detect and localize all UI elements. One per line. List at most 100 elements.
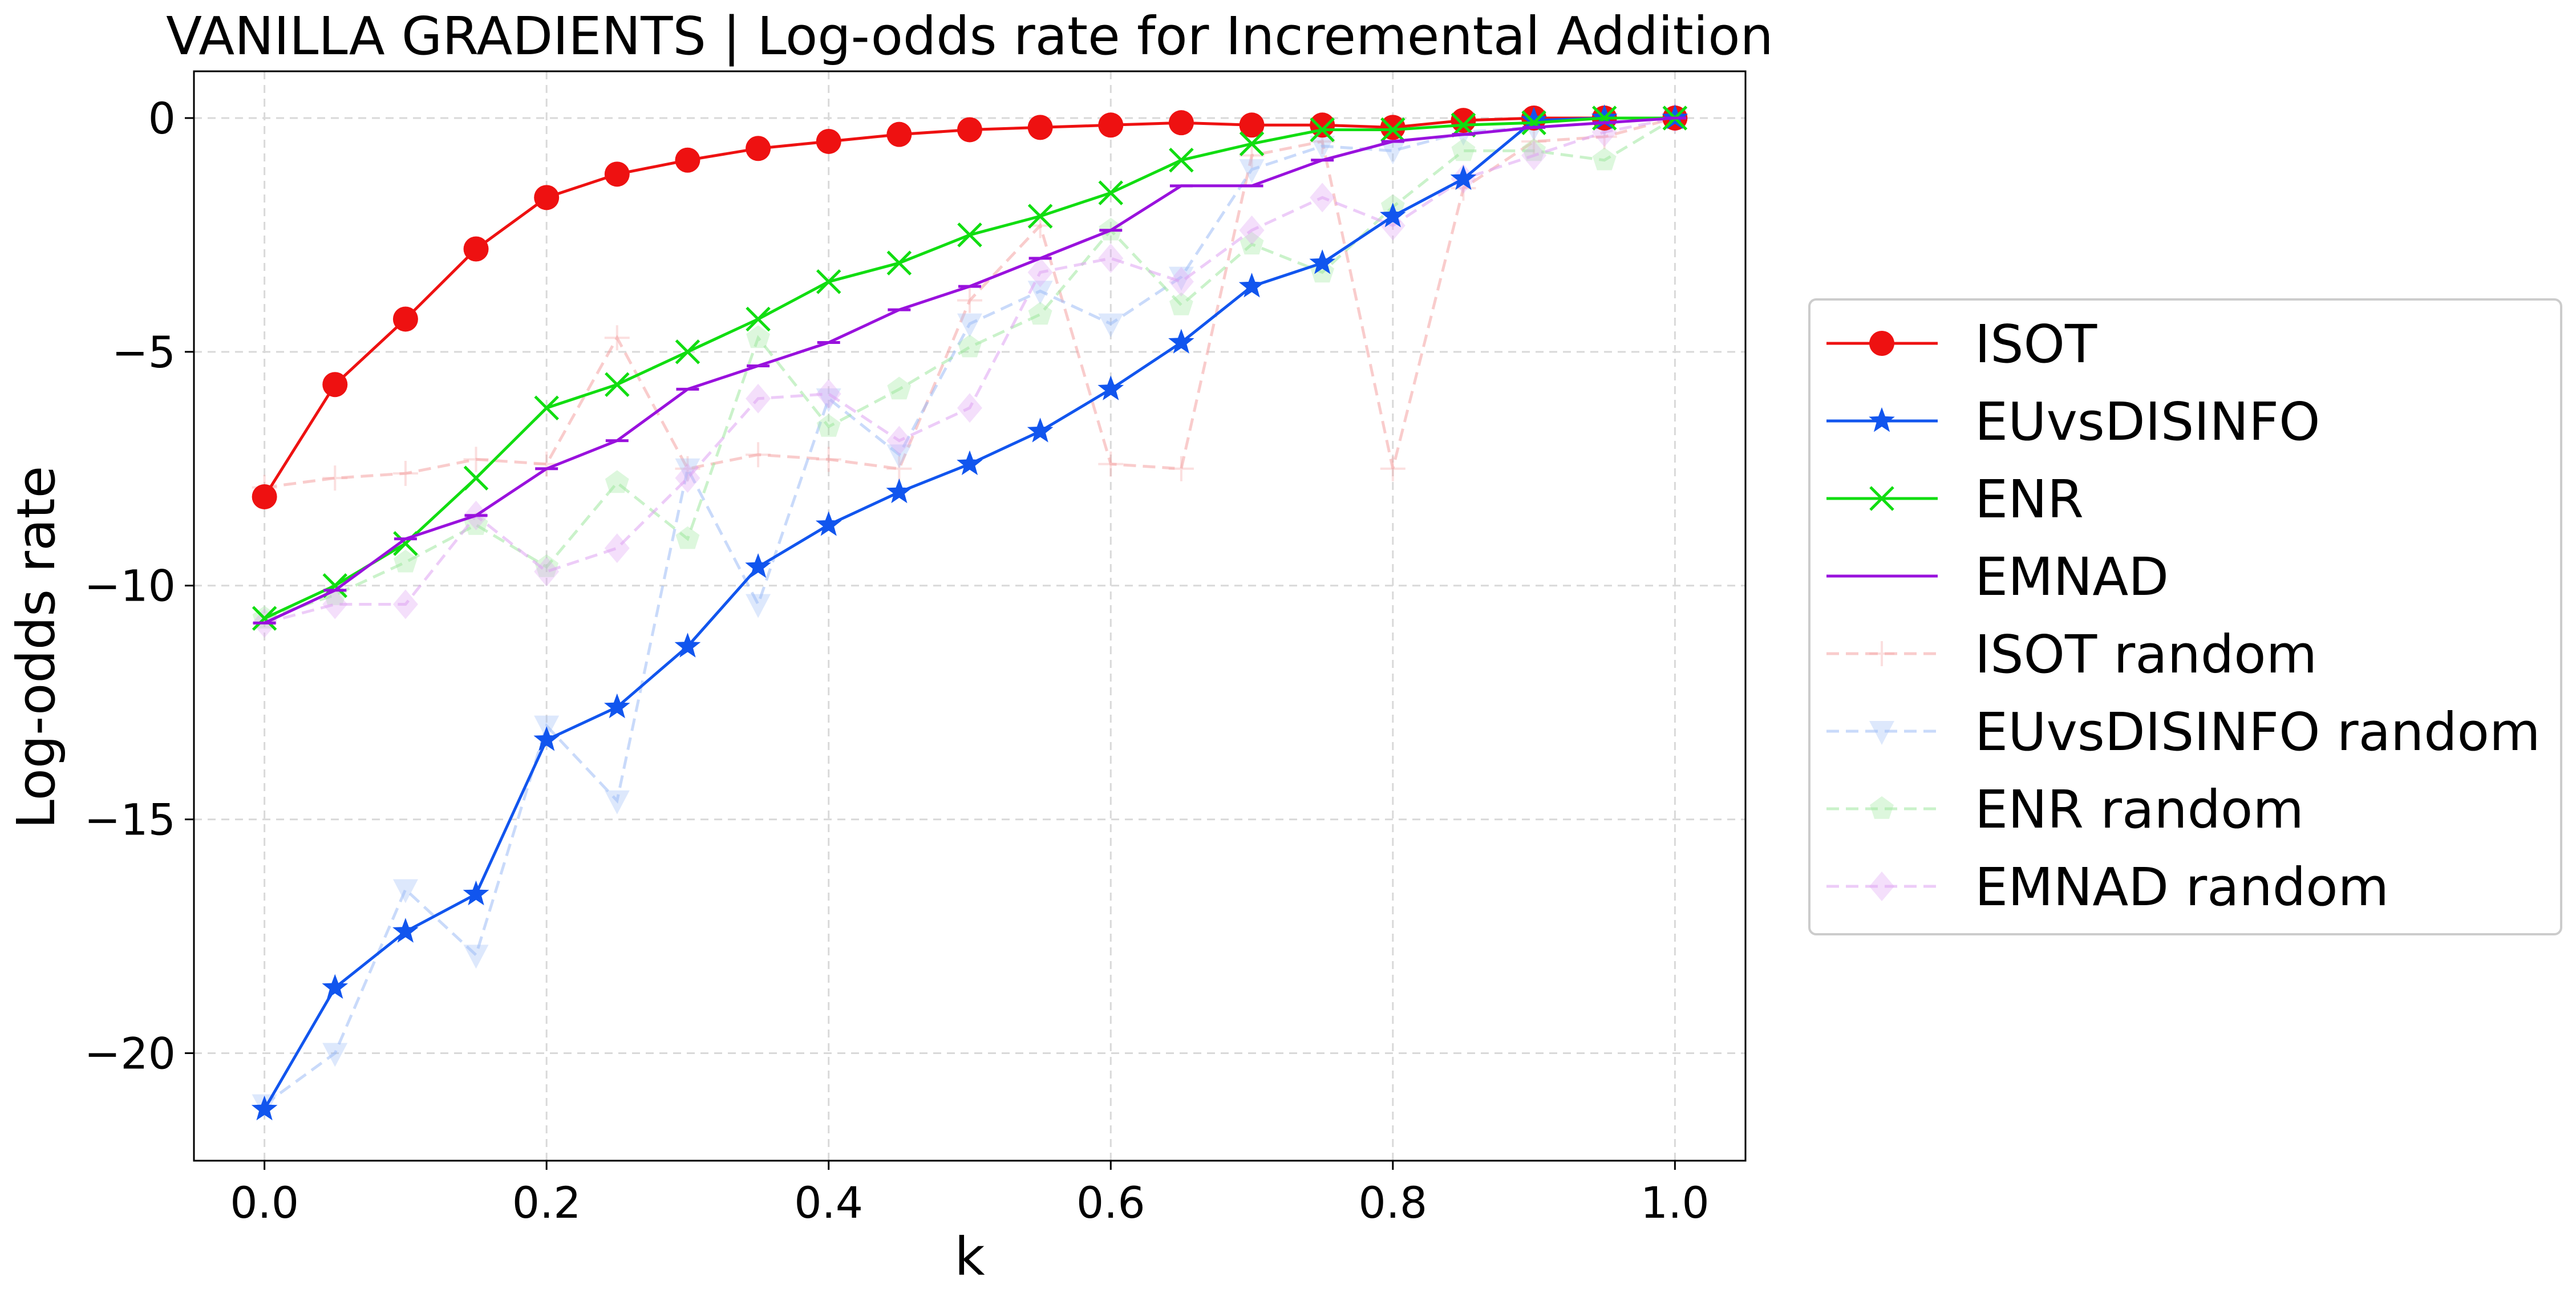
enr-marker <box>1521 110 1546 135</box>
isot-marker <box>604 161 630 187</box>
enr-random-marker <box>887 376 912 400</box>
enr-random-marker <box>675 526 700 549</box>
enr-random-marker <box>1592 147 1617 171</box>
euvsdisinfo-marker <box>1380 202 1406 228</box>
enr-marker <box>957 222 982 248</box>
x-axis-label: k <box>954 1226 985 1287</box>
x-tick-label: 0.0 <box>230 1177 299 1228</box>
y-tick-label: −10 <box>84 561 176 611</box>
emnad-random-marker <box>1380 210 1406 241</box>
series-enr-random <box>252 106 1687 629</box>
enr-marker <box>886 250 912 275</box>
enr-marker <box>463 465 489 491</box>
euvsdisinfo-marker <box>533 726 560 751</box>
euvsdisinfo-marker <box>674 633 701 658</box>
legend-label-euvsdisinfo: EUvsDISINFO <box>1975 391 2320 452</box>
euvsdisinfo-marker <box>1521 107 1547 132</box>
enr-random-line <box>264 116 1676 620</box>
emnad-random-marker <box>1239 215 1265 245</box>
emnad-random-marker <box>957 393 982 423</box>
isot-marker <box>746 136 771 161</box>
legend-entry-isot: ISOT <box>1826 314 2097 375</box>
isot-marker <box>322 372 348 398</box>
chart-title: VANILLA GRADIENTS | Log-odds rate for In… <box>166 6 1773 67</box>
legend-entry-emnad: EMNAD <box>1826 546 2169 607</box>
enr-random-marker <box>605 470 629 493</box>
enr-marker <box>1591 106 1617 131</box>
euvsdisinfo-random-marker <box>1380 140 1406 165</box>
enr-marker <box>816 269 841 294</box>
euvsdisinfo-marker <box>745 553 771 578</box>
grid-layer <box>194 71 1745 1161</box>
enr-marker <box>605 372 630 397</box>
enr-random-marker <box>1169 292 1193 315</box>
x-tick-label: 0.2 <box>512 1177 581 1228</box>
enr-marker <box>1239 131 1265 156</box>
y-tick-label: 0 <box>148 93 176 144</box>
emnad-random-marker <box>604 533 630 564</box>
isot-marker <box>1168 110 1194 136</box>
enr-marker <box>746 306 771 332</box>
euvsdisinfo-random-marker <box>675 458 700 483</box>
euvsdisinfo-marker <box>815 511 842 536</box>
euvsdisinfo-random-marker <box>957 313 982 338</box>
isot-random-marker <box>1168 456 1194 481</box>
enr-random-marker <box>958 334 982 358</box>
isot-random-marker <box>1239 143 1265 168</box>
euvsdisinfo-random-marker <box>392 879 418 903</box>
legend-isot-random-marker <box>1869 641 1894 666</box>
enr-random-marker <box>1522 138 1546 161</box>
isot-random-marker <box>957 287 982 313</box>
euvsdisinfo-marker <box>1097 375 1124 400</box>
emnad-random-marker <box>392 589 418 619</box>
enr-marker <box>1098 180 1124 205</box>
euvsdisinfo-random-marker <box>1239 159 1265 184</box>
legend-isot-marker <box>1869 331 1894 356</box>
euvsdisinfo-marker <box>604 693 630 719</box>
isot-marker <box>886 121 912 147</box>
series-isot-random <box>252 105 1688 500</box>
isot-marker <box>1310 112 1335 138</box>
legend-label-isot: ISOT <box>1975 314 2097 375</box>
enr-random-marker <box>816 414 841 437</box>
enr-marker <box>1380 117 1406 143</box>
euvsdisinfo-random-marker <box>322 1043 348 1067</box>
isot-marker <box>675 147 700 173</box>
legend: ISOT EUvsDISINFO ENR EMNAD ISOT random EUvsDI… <box>1808 298 2562 935</box>
x-tick-label: 0.4 <box>794 1177 863 1228</box>
legend-enr-marker <box>1869 486 1894 511</box>
emnad-random-marker <box>746 383 771 414</box>
legend-entry-enr-random: ENR random <box>1826 779 2304 840</box>
isot-marker <box>1380 115 1406 140</box>
isot-random-marker <box>1098 451 1124 477</box>
isot-random-marker <box>322 465 348 491</box>
legend-entry-emnad-random: EMNAD random <box>1826 857 2389 918</box>
isot-marker <box>463 236 489 262</box>
euvsdisinfo-marker <box>1450 165 1477 190</box>
euvsdisinfo-marker <box>1027 418 1054 443</box>
isot-random-marker <box>816 447 841 472</box>
emnad-random-marker <box>1310 183 1335 213</box>
legend-entry-isot-random: ISOT random <box>1826 624 2317 685</box>
euvsdisinfo-marker <box>322 974 349 999</box>
isot-random-marker <box>604 325 630 351</box>
isot-marker <box>1451 108 1476 133</box>
y-tick-label: −5 <box>112 327 176 378</box>
emnad-random-marker <box>322 589 348 619</box>
euvsdisinfo-random-marker <box>816 388 841 412</box>
legend-label-enr: ENR <box>1975 469 2084 530</box>
legend-euvsdisinfo-random-marker <box>1869 721 1894 745</box>
emnad-random-marker <box>1027 257 1053 287</box>
emnad-random-marker <box>886 425 912 456</box>
emnad-random-marker <box>1168 266 1194 297</box>
legend-label-euvsdisinfo-random: EUvsDISINFO random <box>1975 702 2541 763</box>
y-tick-label: −15 <box>84 795 176 845</box>
isot-marker <box>816 128 841 154</box>
euvsdisinfo-random-marker <box>1168 266 1194 291</box>
isot-marker <box>252 484 277 509</box>
emnad-random-marker <box>816 379 841 409</box>
euvsdisinfo-random-marker <box>463 945 489 969</box>
isot-marker <box>1027 115 1053 140</box>
euvsdisinfo-marker <box>886 478 913 504</box>
